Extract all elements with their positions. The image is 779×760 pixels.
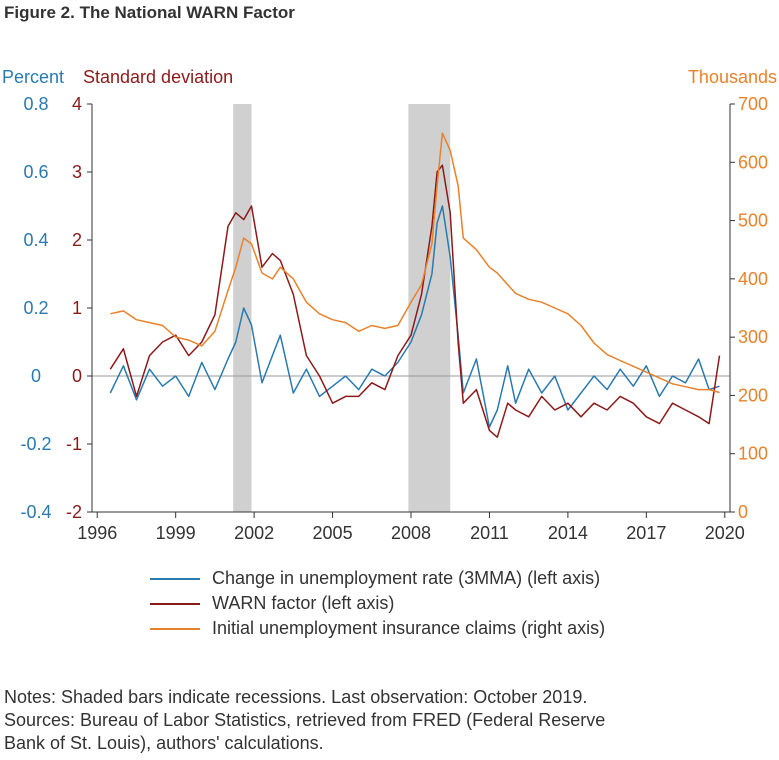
legend-label: Initial unemployment insurance claims (r… [212, 618, 606, 638]
tick-label-thousands: 300 [738, 327, 768, 347]
legend-item-unemployment: Change in unemployment rate (3MMA) (left… [150, 566, 605, 591]
tick-label-year: 2008 [391, 523, 431, 543]
tick-label-std: 3 [72, 162, 82, 182]
tick-label-percent: 0.2 [23, 298, 48, 318]
tick-label-year: 2014 [548, 523, 588, 543]
recession-bar [408, 104, 451, 512]
axis-label-percent: Percent [2, 67, 64, 87]
tick-label-year: 2017 [626, 523, 666, 543]
y-axis-standard-deviation: 4 3 2 1 0 -1 -2 [66, 94, 92, 522]
tick-label-year: 2020 [705, 523, 745, 543]
axis-label-thousands: Thousands [688, 67, 777, 87]
tick-label-year: 2011 [470, 523, 509, 543]
y-axis-percent: 0.8 0.6 0.4 0.2 0 -0.2 -0.4 [20, 94, 51, 522]
tick-label-std: 2 [72, 230, 82, 250]
tick-label-year: 1999 [156, 523, 196, 543]
series-lines [109, 132, 721, 438]
chart: 0.8 0.6 0.4 0.2 0 -0.2 -0.4 4 3 2 1 0 -1 -2 700 600 50… [2, 67, 777, 543]
tick-label-percent: 0.8 [23, 94, 48, 114]
tick-label-thousands: 100 [738, 444, 768, 464]
tick-label-percent: -0.2 [20, 434, 51, 454]
tick-label-thousands: 0 [738, 502, 748, 522]
legend-label: WARN factor (left axis) [212, 593, 395, 613]
x-axis: 1996 1999 2002 2005 2008 2011 2014 2017 2020 [77, 512, 745, 543]
tick-label-thousands: 400 [738, 269, 768, 289]
notes: Notes: Shaded bars indicate recessions. … [4, 686, 774, 755]
legend-swatch [150, 627, 200, 630]
tick-label-percent: 0.4 [23, 230, 48, 250]
legend-swatch [150, 602, 200, 605]
tick-label-thousands: 200 [738, 385, 768, 405]
tick-label-percent: 0 [31, 366, 41, 386]
series-line-warn [109, 164, 721, 438]
tick-label-std: 4 [72, 94, 82, 114]
series-line-unemployment [109, 205, 720, 428]
sources-line: Sources: Bureau of Labor Statistics, ret… [4, 710, 606, 730]
tick-label-thousands: 600 [738, 152, 768, 172]
legend-item-claims: Initial unemployment insurance claims (r… [150, 616, 605, 641]
tick-label-year: 1996 [77, 523, 117, 543]
axis-label-standard-deviation: Standard deviation [83, 67, 233, 87]
tick-label-thousands: 500 [738, 211, 768, 231]
recession-bar [233, 104, 252, 512]
legend: Change in unemployment rate (3MMA) (left… [150, 566, 605, 641]
tick-label-std: 0 [72, 366, 82, 386]
tick-label-std: -1 [66, 434, 82, 454]
y-axis-thousands: 700 600 500 400 300 200 100 0 [730, 94, 768, 522]
tick-label-thousands: 700 [738, 94, 768, 114]
legend-swatch [150, 577, 200, 580]
tick-label-std: 1 [72, 298, 82, 318]
legend-item-warn: WARN factor (left axis) [150, 591, 605, 616]
tick-label-percent: -0.4 [20, 502, 51, 522]
sources-line: Bank of St. Louis), authors' calculation… [4, 733, 324, 753]
series-line-claims [110, 132, 720, 394]
legend-label: Change in unemployment rate (3MMA) (left… [212, 568, 601, 588]
tick-label-std: -2 [66, 502, 82, 522]
tick-label-percent: 0.6 [23, 162, 48, 182]
tick-label-year: 2005 [313, 523, 353, 543]
figure-title: Figure 2. The National WARN Factor [4, 3, 295, 22]
notes-line: Notes: Shaded bars indicate recessions. … [4, 687, 588, 707]
tick-label-year: 2002 [234, 523, 274, 543]
